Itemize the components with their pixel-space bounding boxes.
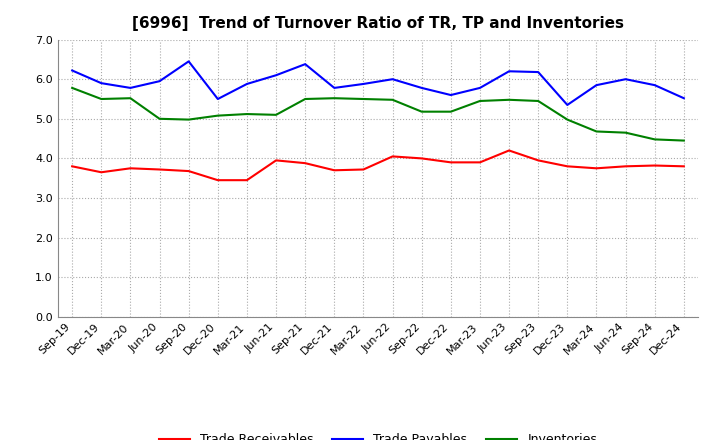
Inventories: [592, 129, 600, 134]
Inventories: [243, 111, 251, 117]
Trade Payables: [243, 81, 251, 87]
Trade Payables: [680, 95, 688, 101]
Inventories: [301, 96, 310, 102]
Inventories: [330, 95, 338, 101]
Trade Payables: [388, 77, 397, 82]
Trade Receivables: [592, 165, 600, 171]
Trade Receivables: [68, 164, 76, 169]
Trade Receivables: [184, 169, 193, 174]
Trade Payables: [592, 83, 600, 88]
Trade Payables: [563, 103, 572, 108]
Trade Receivables: [446, 160, 455, 165]
Inventories: [184, 117, 193, 122]
Trade Payables: [330, 85, 338, 91]
Trade Payables: [156, 78, 164, 84]
Trade Receivables: [213, 177, 222, 183]
Trade Payables: [68, 68, 76, 73]
Inventories: [563, 117, 572, 122]
Trade Receivables: [97, 169, 106, 175]
Inventories: [418, 109, 426, 114]
Trade Payables: [505, 69, 513, 74]
Trade Receivables: [418, 156, 426, 161]
Trade Receivables: [271, 158, 280, 163]
Trade Receivables: [388, 154, 397, 159]
Inventories: [446, 109, 455, 114]
Inventories: [213, 113, 222, 118]
Inventories: [621, 130, 630, 136]
Trade Payables: [213, 96, 222, 102]
Trade Payables: [301, 62, 310, 67]
Line: Trade Payables: Trade Payables: [72, 61, 684, 105]
Trade Receivables: [680, 164, 688, 169]
Trade Receivables: [126, 165, 135, 171]
Trade Payables: [418, 85, 426, 91]
Trade Payables: [650, 83, 659, 88]
Trade Receivables: [301, 161, 310, 166]
Trade Payables: [446, 92, 455, 98]
Trade Receivables: [330, 168, 338, 173]
Trade Payables: [126, 85, 135, 91]
Trade Receivables: [359, 167, 368, 172]
Inventories: [156, 116, 164, 121]
Trade Payables: [476, 85, 485, 91]
Trade Payables: [534, 70, 543, 75]
Trade Receivables: [156, 167, 164, 172]
Inventories: [68, 85, 76, 91]
Inventories: [388, 97, 397, 103]
Line: Inventories: Inventories: [72, 88, 684, 140]
Trade Payables: [97, 81, 106, 86]
Trade Receivables: [621, 164, 630, 169]
Inventories: [476, 98, 485, 103]
Inventories: [680, 138, 688, 143]
Trade Payables: [184, 59, 193, 64]
Trade Payables: [271, 73, 280, 78]
Inventories: [650, 137, 659, 142]
Line: Trade Receivables: Trade Receivables: [72, 150, 684, 180]
Trade Receivables: [650, 163, 659, 168]
Trade Receivables: [534, 158, 543, 163]
Inventories: [271, 112, 280, 117]
Title: [6996]  Trend of Turnover Ratio of TR, TP and Inventories: [6996] Trend of Turnover Ratio of TR, TP…: [132, 16, 624, 32]
Trade Payables: [359, 81, 368, 87]
Trade Receivables: [476, 160, 485, 165]
Inventories: [505, 97, 513, 103]
Legend: Trade Receivables, Trade Payables, Inventories: Trade Receivables, Trade Payables, Inven…: [153, 429, 603, 440]
Inventories: [126, 95, 135, 101]
Inventories: [534, 98, 543, 103]
Inventories: [359, 96, 368, 102]
Inventories: [97, 96, 106, 102]
Trade Receivables: [243, 177, 251, 183]
Trade Payables: [621, 77, 630, 82]
Trade Receivables: [563, 164, 572, 169]
Trade Receivables: [505, 148, 513, 153]
